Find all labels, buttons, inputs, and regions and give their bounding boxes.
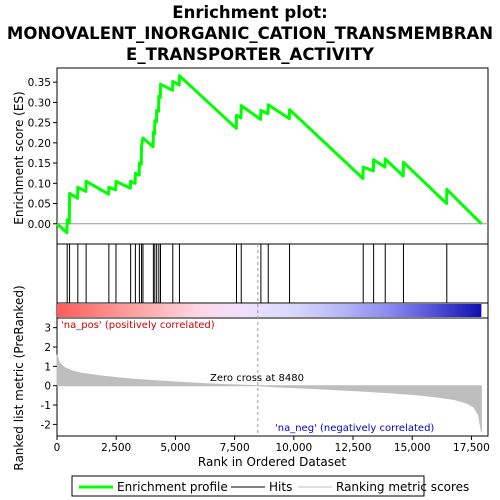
title-line-3: E_TRANSPORTER_ACTIVITY [126, 45, 375, 64]
x-tick-label: 17,500 [453, 442, 490, 454]
legend: Enrichment profile Hits Ranking metric s… [71, 475, 469, 497]
metric-y-tick-label: -2 [41, 419, 51, 431]
color-bar-fill [57, 304, 482, 317]
hits-series [66, 244, 448, 303]
es-y-tick-label: 0.15 [28, 158, 51, 170]
x-tick-label: 12,500 [335, 442, 372, 454]
metric-y-tick-label: 1 [44, 361, 51, 373]
title-line-1: Enrichment plot: [172, 3, 327, 22]
es-y-tick-label: 0.05 [28, 199, 51, 211]
x-tick-label: 2,500 [101, 442, 131, 454]
es-y-tick-label: 0.30 [28, 97, 51, 109]
rank-x-axis: 0 2,500 5,000 7,500 10,000 12,500 15,000 17,500 [54, 436, 490, 454]
x-tick-label: 15,000 [394, 442, 431, 454]
es-y-tick-label: 0.20 [28, 138, 51, 150]
pos-correlated-label: 'na_pos' (positively correlated) [61, 320, 215, 331]
es-y-tick-label: 0.25 [28, 118, 51, 130]
x-tick-label: 10,000 [275, 442, 312, 454]
legend-label-enrichment-profile: Enrichment profile [117, 480, 228, 494]
enrichment-profile-series [55, 74, 483, 235]
title-line-2: MONOVALENT_INORGANIC_CATION_TRANSMEMBRAN [7, 24, 493, 43]
x-tick-label: 0 [54, 442, 61, 454]
legend-label-ranking-metric: Ranking metric scores [336, 480, 469, 494]
metric-y-tick-label: -1 [41, 400, 51, 412]
legend-frame [71, 475, 425, 497]
x-tick-label: 5,000 [160, 442, 190, 454]
es-y-axis: 0.00 0.05 0.10 0.15 0.20 0.25 0.30 0.35 [28, 77, 57, 231]
metric-y-tick-label: 0 [44, 381, 51, 393]
zero-cross-label: Zero cross at 8480 [210, 373, 304, 384]
metric-y-axis: -2 -1 0 1 2 3 [41, 323, 57, 431]
metric-y-tick-label: 2 [44, 342, 51, 354]
metric-y-tick-label: 3 [44, 323, 51, 335]
x-axis-label: Rank in Ordered Dataset [198, 455, 346, 469]
enrichment-profile-line [55, 74, 483, 235]
metric-y-axis-label: Ranked list metric (PreRanked) [12, 285, 26, 470]
ranking-metric-area [56, 354, 482, 433]
ranking-color-bar [57, 304, 482, 317]
es-y-tick-label: 0.10 [28, 178, 51, 190]
x-tick-label: 7,500 [220, 442, 250, 454]
es-y-tick-label: 0.35 [28, 77, 51, 89]
legend-label-hits: Hits [269, 480, 292, 494]
es-y-axis-label: Enrichment score (ES) [12, 91, 26, 224]
neg-correlated-label: 'na_neg' (negatively correlated) [275, 423, 434, 434]
ranking-metric-series [56, 244, 482, 436]
es-y-tick-label: 0.00 [28, 219, 51, 231]
